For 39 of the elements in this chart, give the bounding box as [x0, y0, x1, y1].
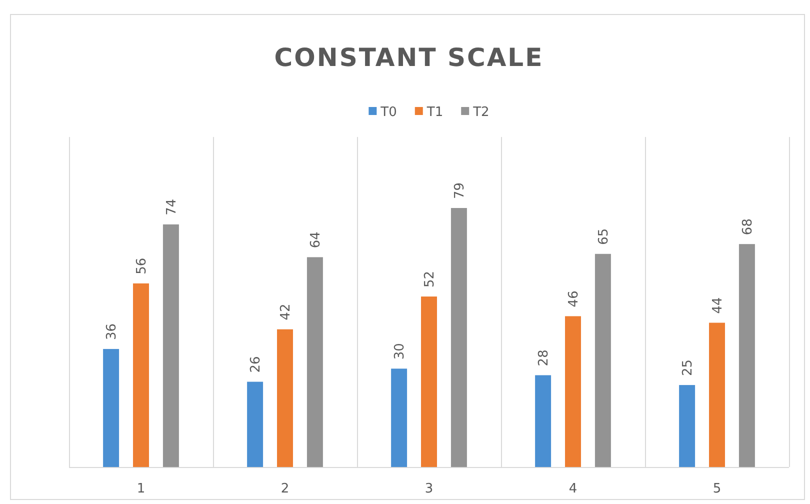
bar	[103, 348, 120, 467]
data-label: 68	[740, 218, 756, 236]
bar	[565, 316, 581, 467]
x-tick-label: 5	[712, 482, 722, 497]
x-tick-label: 4	[568, 482, 578, 497]
bar	[421, 296, 437, 467]
bar	[133, 283, 149, 467]
bar	[277, 329, 293, 467]
data-label: 74	[164, 198, 180, 216]
bar	[247, 382, 264, 467]
x-tick-label: 2	[280, 482, 290, 497]
data-label: 64	[308, 232, 324, 248]
bar	[709, 322, 725, 467]
data-label: 42	[278, 304, 294, 320]
bar	[594, 254, 611, 467]
legend-label: T2	[472, 105, 490, 120]
bar	[306, 257, 323, 467]
data-label: 44	[710, 297, 726, 314]
bar	[738, 244, 755, 467]
bar	[535, 375, 552, 467]
data-label: 30	[392, 343, 408, 360]
data-label: 28	[536, 350, 552, 366]
chart-title: CONSTANT SCALE	[274, 43, 544, 72]
data-label: 46	[566, 290, 582, 308]
data-label: 26	[248, 356, 264, 373]
data-label: 79	[452, 182, 468, 199]
data-label: 52	[422, 270, 438, 288]
data-label: 25	[680, 359, 696, 376]
bar	[679, 385, 696, 467]
legend-label: T0	[380, 105, 397, 120]
data-label: 65	[596, 228, 612, 245]
x-tick-label: 1	[136, 482, 146, 497]
bar	[450, 208, 467, 467]
bar	[391, 368, 408, 467]
data-label: 36	[104, 323, 120, 340]
bar	[162, 224, 179, 467]
x-tick-label: 3	[424, 482, 434, 497]
data-label: 56	[134, 258, 150, 274]
legend-label: T1	[426, 105, 444, 120]
